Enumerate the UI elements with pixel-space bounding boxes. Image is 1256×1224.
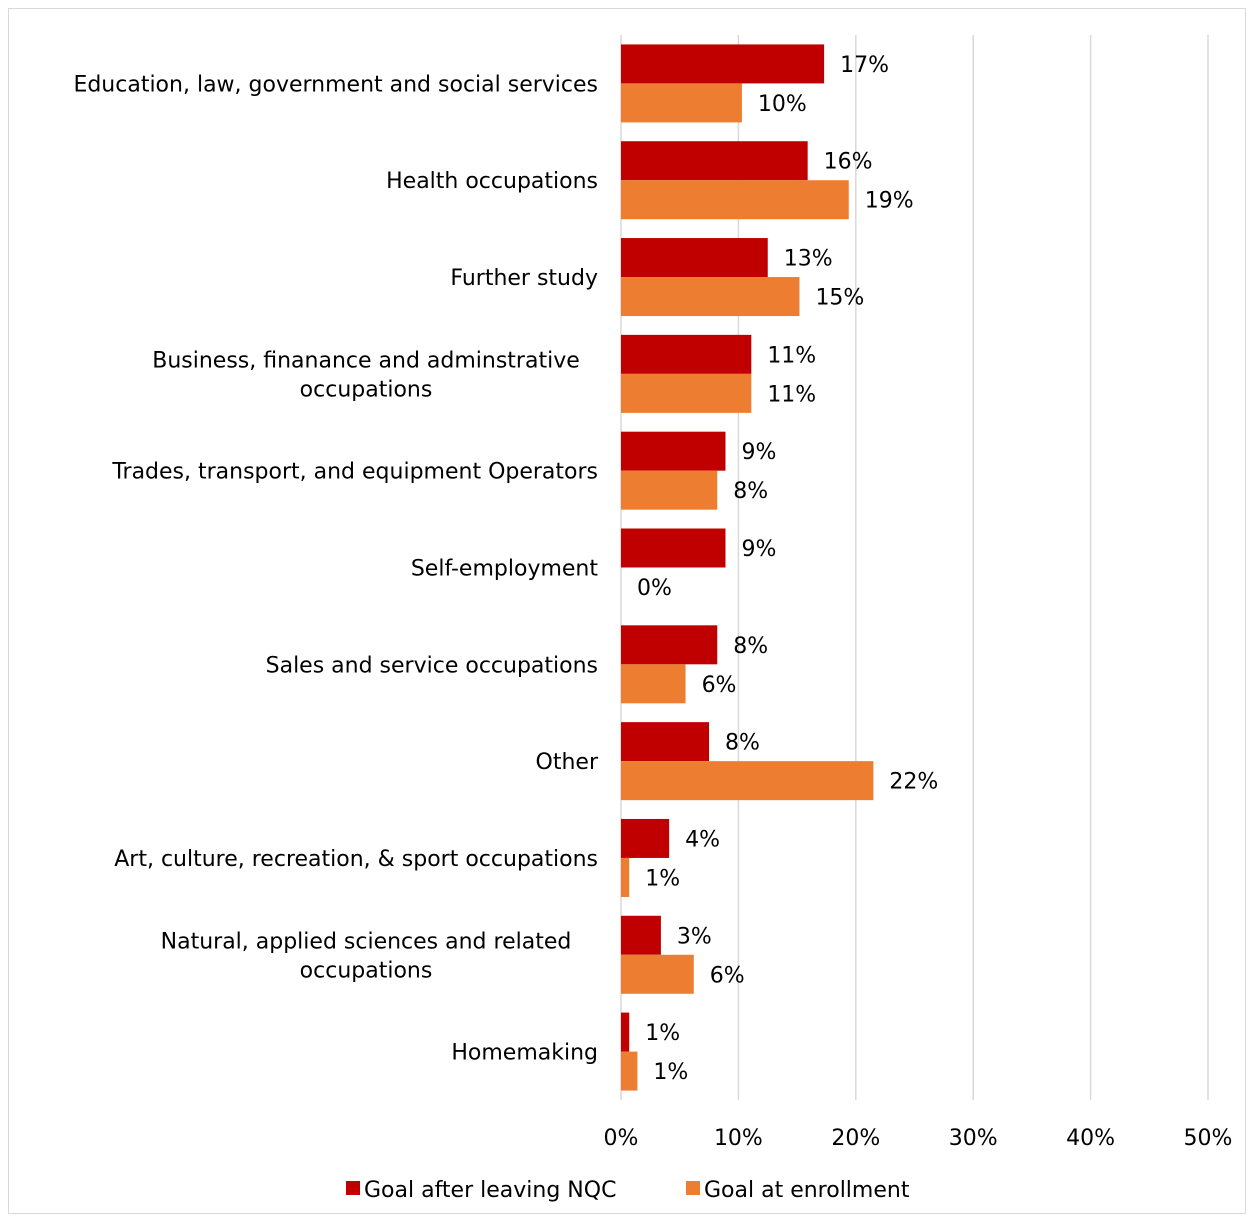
- category-label: Health occupations: [386, 169, 598, 194]
- value-label: 4%: [685, 827, 720, 852]
- legend-swatch: [346, 1181, 360, 1195]
- value-labels: 17% 10% 16% 19% 13% 15% 11% 11% 9% 8% 9% 0% 8% 6% 8% 22…: [637, 53, 938, 1085]
- legend-label: Goal after leaving NQC: [364, 1178, 616, 1203]
- x-tick-label: 10%: [714, 1126, 763, 1151]
- legend: Goal after leaving NQC Goal at enrollment: [346, 1178, 910, 1203]
- bar-goal-at-enrollment: [621, 470, 718, 510]
- legend-swatch: [686, 1181, 700, 1195]
- category-label: Sales and service occupations: [266, 653, 598, 678]
- x-tick-label: 0%: [604, 1126, 639, 1151]
- value-label: 6%: [710, 963, 745, 988]
- value-label: 1%: [645, 1021, 680, 1046]
- category-label: Other: [536, 750, 599, 775]
- value-label: 3%: [677, 924, 712, 949]
- bar-goal-at-enrollment: [621, 761, 874, 801]
- bars: [621, 44, 874, 1091]
- value-label: 9%: [741, 537, 776, 562]
- value-label: 1%: [645, 866, 680, 891]
- value-label: 8%: [733, 479, 768, 504]
- bar-goal-after-leaving: [621, 44, 825, 84]
- bar-goal-at-enrollment: [621, 954, 694, 994]
- x-tick-label: 30%: [949, 1126, 998, 1151]
- category-label: Further study: [450, 266, 598, 291]
- category-label: Natural, applied sciences and related: [161, 929, 572, 954]
- bar-goal-after-leaving: [621, 1012, 630, 1052]
- bar-goal-at-enrollment: [621, 83, 742, 123]
- x-tick-label: 50%: [1184, 1126, 1233, 1151]
- value-label: 11%: [767, 382, 816, 407]
- value-label: 1%: [653, 1060, 688, 1085]
- bar-goal-at-enrollment: [621, 857, 630, 897]
- value-label: 16%: [824, 150, 873, 175]
- value-label: 6%: [702, 673, 737, 698]
- bar-goal-at-enrollment: [621, 1051, 638, 1091]
- category-label: occupations: [300, 958, 433, 983]
- legend-label: Goal at enrollment: [704, 1178, 910, 1203]
- value-label: 17%: [840, 53, 889, 78]
- bar-goal-after-leaving: [621, 625, 718, 665]
- value-label: 11%: [767, 343, 816, 368]
- bar-goal-after-leaving: [621, 334, 752, 374]
- bar-goal-at-enrollment: [621, 664, 686, 704]
- bar-goal-after-leaving: [621, 141, 808, 181]
- category-label: Education, law, government and social se…: [73, 72, 598, 97]
- category-label: Business, finanance and adminstrative: [152, 348, 580, 373]
- category-label: Art, culture, recreation, & sport occupa…: [114, 847, 598, 872]
- category-label: occupations: [300, 377, 433, 402]
- value-label: 13%: [784, 247, 833, 272]
- category-label: Self-employment: [411, 557, 599, 582]
- value-label: 10%: [758, 92, 807, 117]
- bar-goal-at-enrollment: [621, 373, 752, 413]
- value-label: 15%: [815, 286, 864, 311]
- x-tick-label: 20%: [831, 1126, 880, 1151]
- x-tick-label: 40%: [1066, 1126, 1115, 1151]
- value-label: 9%: [741, 440, 776, 465]
- value-label: 19%: [865, 189, 914, 214]
- bar-goal-after-leaving: [621, 818, 670, 858]
- category-label: Homemaking: [451, 1041, 598, 1066]
- bar-goal-at-enrollment: [621, 277, 800, 317]
- value-label: 8%: [733, 634, 768, 659]
- value-label: 8%: [725, 731, 760, 756]
- bar-goal-after-leaving: [621, 528, 726, 568]
- bar-goal-after-leaving: [621, 722, 710, 762]
- value-label: 0%: [637, 576, 672, 601]
- value-label: 22%: [889, 770, 938, 795]
- x-axis-ticks: 0% 10% 20% 30% 40% 50%: [604, 1126, 1233, 1151]
- bar-goal-after-leaving: [621, 915, 661, 955]
- bar-goal-after-leaving: [621, 431, 726, 471]
- category-labels: Education, law, government and social se…: [73, 72, 599, 1065]
- bar-goal-at-enrollment: [621, 180, 849, 220]
- bar-goal-after-leaving: [621, 238, 768, 278]
- category-label: Trades, transport, and equipment Operato…: [111, 460, 598, 485]
